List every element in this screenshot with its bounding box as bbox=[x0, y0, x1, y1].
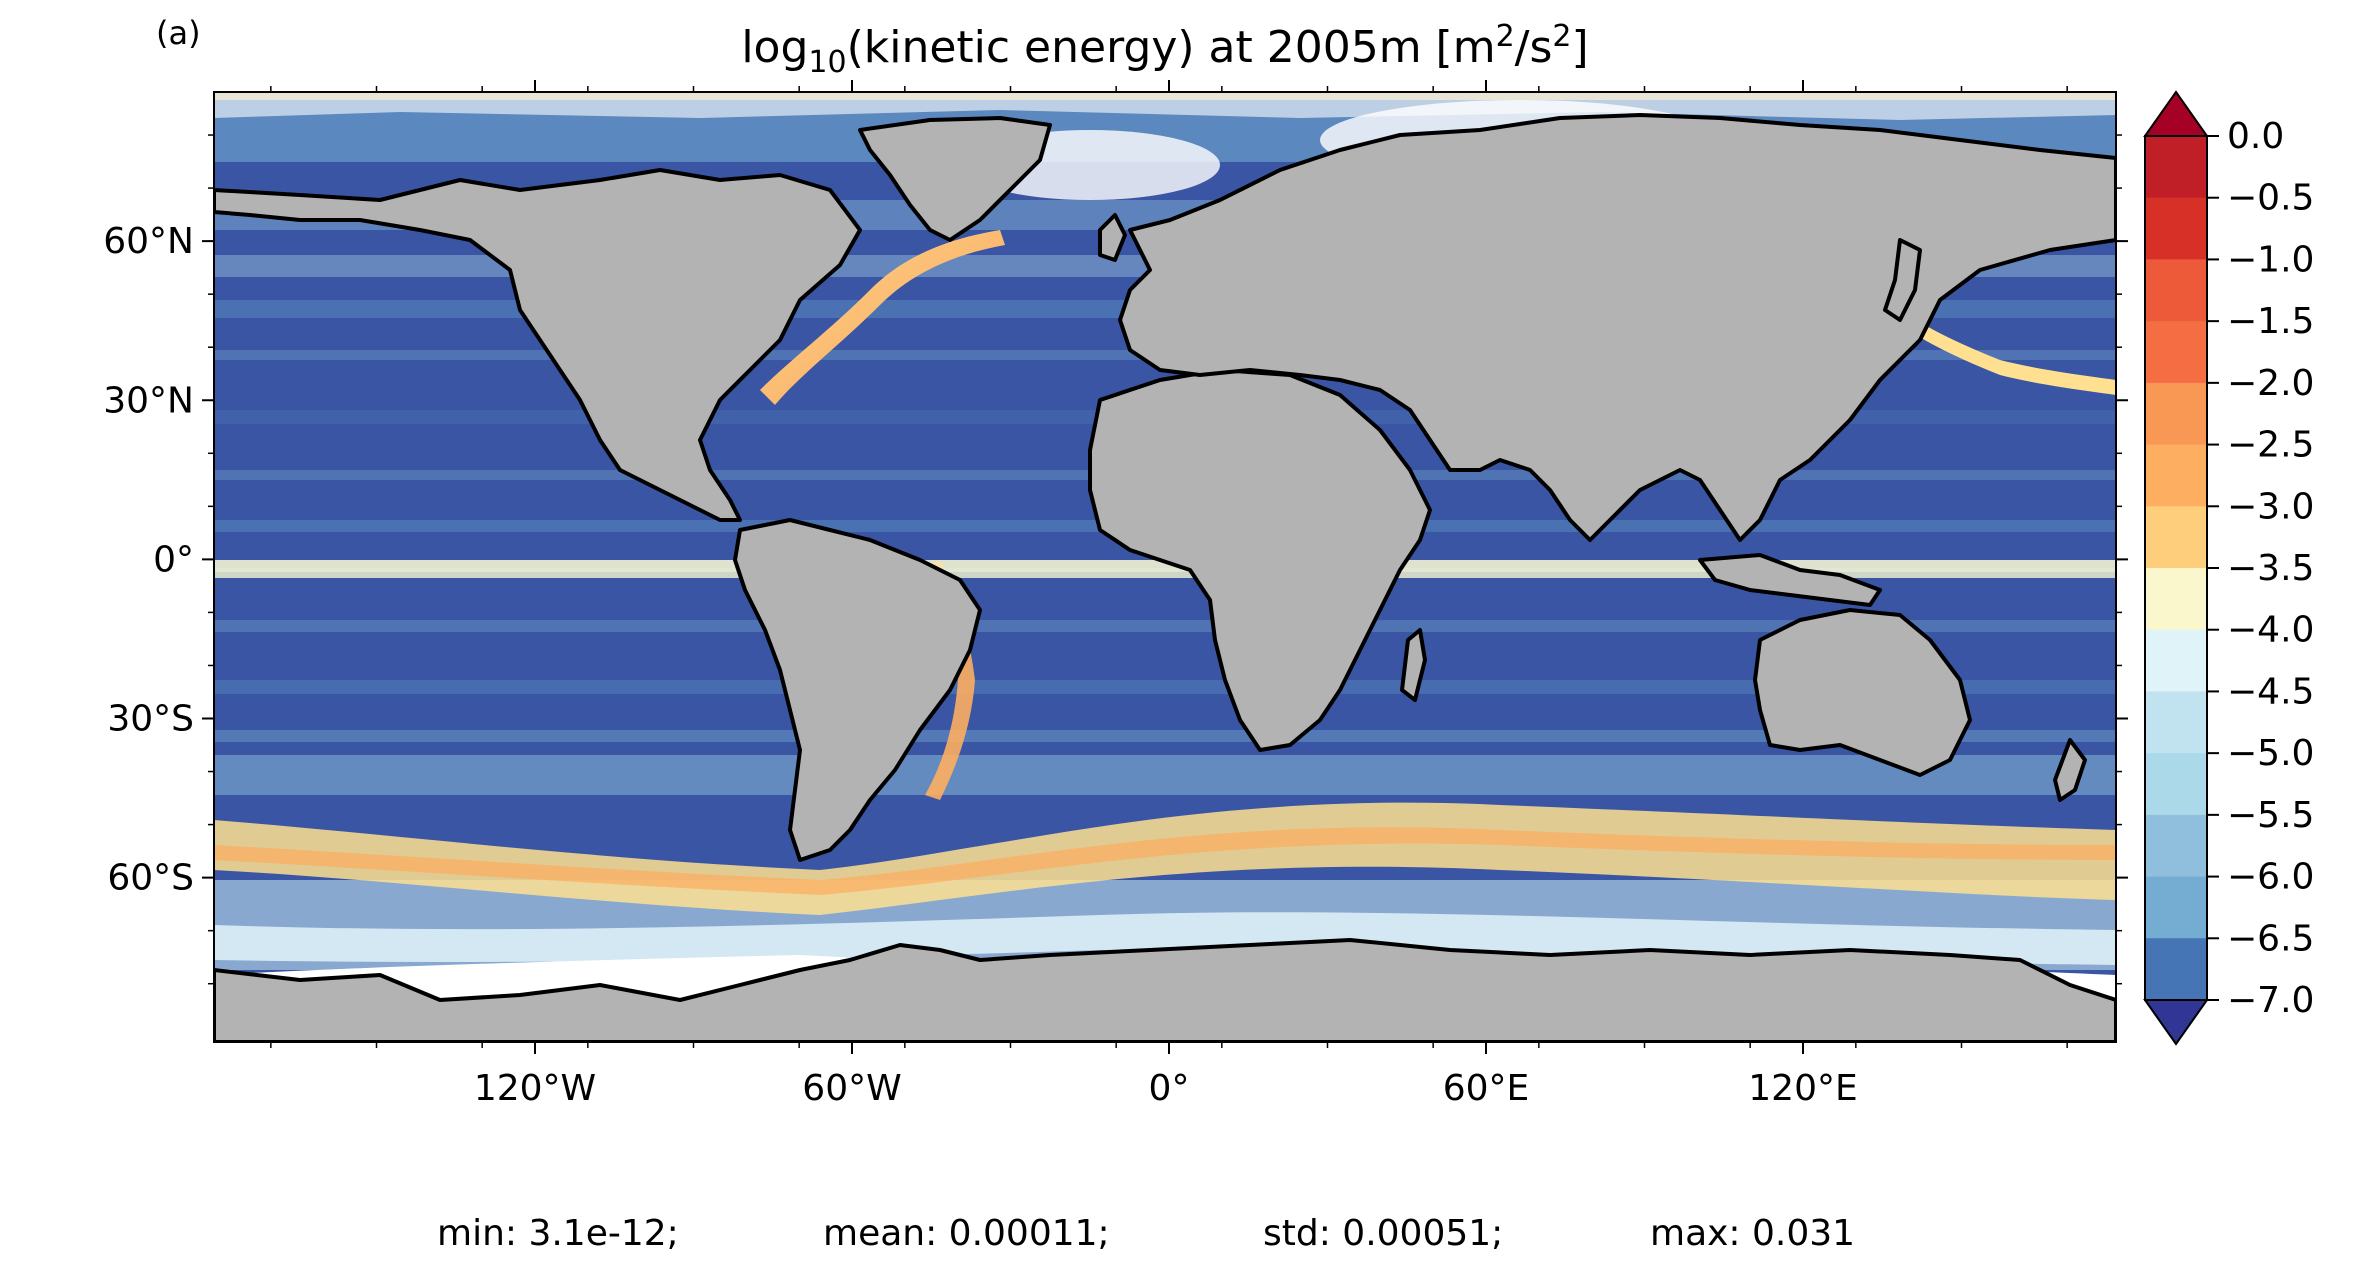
eurasia bbox=[1118, 113, 2116, 542]
colorbar-tick-label: −2.0 bbox=[2227, 363, 2314, 404]
latitude-axis: 60°N 30°N 0° 30°S 60°S bbox=[103, 134, 2128, 985]
colorbar: 0.0 −0.5 −1.0 −1.5 −2.0 −2.5 −3.0 −3.5 −4.0 −4.5 −… bbox=[2143, 90, 2314, 1046]
colorbar-swatch bbox=[2145, 506, 2207, 569]
stat-std: std: 0.00051; bbox=[1263, 1213, 1503, 1254]
panel-label: (a) bbox=[156, 14, 201, 52]
colorbar-swatch bbox=[2145, 197, 2207, 260]
japan bbox=[1883, 238, 1922, 322]
colorbar-swatch bbox=[2145, 691, 2207, 754]
kuroshio-current bbox=[1885, 300, 2116, 395]
colorbar-extend-max bbox=[2143, 90, 2209, 137]
lon-tick-label: 0° bbox=[1149, 1068, 1190, 1109]
lon-tick-label: 120°E bbox=[1748, 1068, 1857, 1109]
land-masses bbox=[214, 113, 2116, 1042]
equatorial-band bbox=[214, 560, 2116, 578]
colorbar-tick-label: 0.0 bbox=[2227, 116, 2284, 157]
colorbar-swatch bbox=[2145, 259, 2207, 322]
lat-tick-label: 60°N bbox=[103, 221, 194, 262]
lat-tick-label: 30°S bbox=[107, 699, 194, 740]
colorbar-tick-label: −2.5 bbox=[2227, 425, 2314, 466]
britain bbox=[1098, 213, 1127, 262]
stat-max: max: 0.031 bbox=[1650, 1213, 1855, 1254]
lon-tick-label: 60°W bbox=[802, 1068, 901, 1109]
colorbar-swatch bbox=[2145, 876, 2207, 939]
stat-mean: mean: 0.00011; bbox=[823, 1213, 1110, 1254]
stat-min: min: 3.1e-12; bbox=[437, 1213, 679, 1254]
antarctica bbox=[214, 938, 2116, 1042]
lon-tick-label: 60°E bbox=[1443, 1068, 1530, 1109]
indonesia bbox=[1698, 553, 1882, 607]
colorbar-swatch bbox=[2145, 753, 2207, 816]
colorbar-swatch bbox=[2145, 629, 2207, 692]
map-plot bbox=[214, 92, 2116, 1042]
colorbar-tick-label: −0.5 bbox=[2227, 178, 2314, 219]
colorbar-tick-label: −6.5 bbox=[2227, 918, 2314, 959]
colorbar-tick-label: −7.0 bbox=[2227, 980, 2314, 1021]
colorbar-tick-label: −6.0 bbox=[2227, 857, 2314, 898]
colorbar-swatch bbox=[2145, 136, 2207, 199]
colorbar-tick-label: −5.0 bbox=[2227, 733, 2314, 774]
map-frame bbox=[213, 91, 2117, 1043]
lat-tick-label: 0° bbox=[153, 539, 194, 580]
colorbar-swatch bbox=[2145, 938, 2207, 1001]
colorbar-tick-label: −3.0 bbox=[2227, 486, 2314, 527]
gulf-stream bbox=[760, 230, 1005, 405]
africa bbox=[1088, 368, 1432, 752]
greenland bbox=[858, 116, 1052, 242]
colorbar-tick-label: −4.0 bbox=[2227, 610, 2314, 651]
chart-title: log10(kinetic energy) at 2005m [m2/s2] bbox=[741, 19, 1588, 80]
colorbar-tick-label: −4.5 bbox=[2227, 671, 2314, 712]
new-zealand bbox=[2053, 738, 2087, 802]
colorbar-swatch bbox=[2145, 814, 2207, 878]
south-america bbox=[733, 518, 982, 862]
colorbar-swatch bbox=[2145, 444, 2207, 507]
colorbar-swatch bbox=[2145, 382, 2207, 446]
longitude-axis: 120°W 60°W 0° 60°E 120°E bbox=[270, 80, 2068, 1109]
stats-line: min: 3.1e-12; mean: 0.00011; std: 0.0005… bbox=[437, 1213, 1855, 1254]
colorbar-extend-min bbox=[2143, 999, 2209, 1046]
colorbar-tick-label: −1.0 bbox=[2227, 239, 2314, 280]
colorbar-swatch bbox=[2145, 568, 2207, 631]
colorbar-swatch bbox=[2145, 321, 2207, 384]
lat-tick-label: 30°N bbox=[103, 380, 194, 421]
lon-tick-label: 120°W bbox=[474, 1068, 596, 1109]
madagascar bbox=[1400, 628, 1427, 702]
lat-tick-label: 60°S bbox=[107, 858, 194, 899]
australia bbox=[1753, 608, 1972, 777]
north-america bbox=[214, 168, 862, 522]
colorbar-tick-label: −1.5 bbox=[2227, 301, 2314, 342]
colorbar-tick-label: −5.5 bbox=[2227, 795, 2314, 836]
colorbar-tick-label: −3.5 bbox=[2227, 548, 2314, 589]
